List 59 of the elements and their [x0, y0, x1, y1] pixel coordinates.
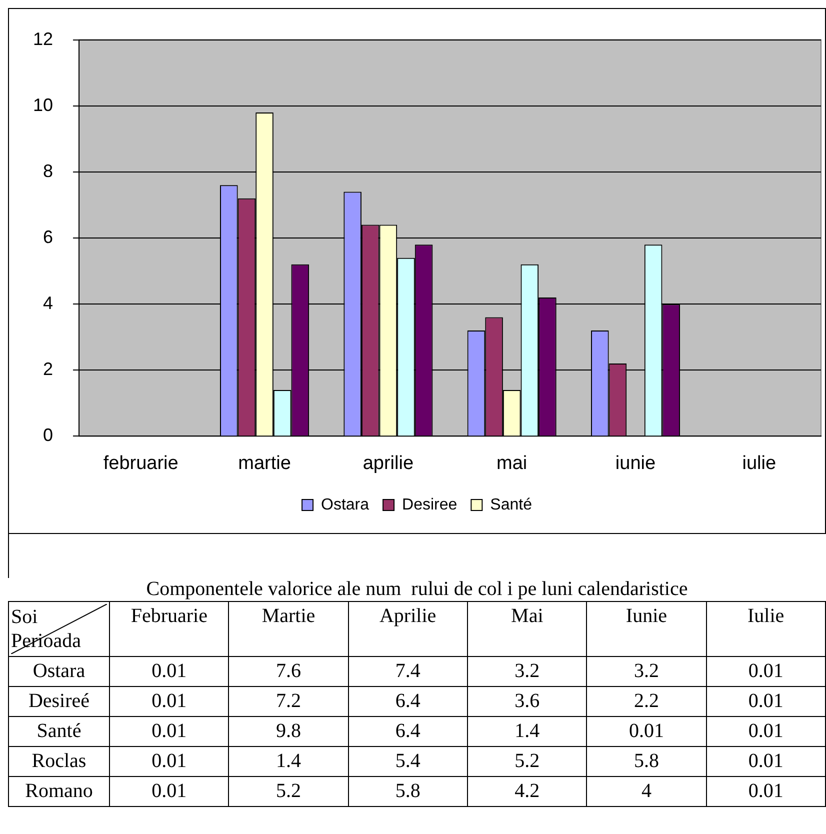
x-tick-label: iulie [742, 452, 776, 474]
data-label: 0.01 [706, 716, 826, 746]
data-label: 7.2 [228, 686, 348, 716]
legend-label: Santé [490, 496, 532, 514]
text: Martie [228, 602, 348, 656]
data-label: 7.4 [348, 656, 468, 686]
data-label: 1.4 [467, 716, 587, 746]
data-label: 1.4 [228, 746, 348, 776]
text: Mai [467, 602, 587, 656]
x-tick-label: aprilie [362, 452, 414, 474]
data-label: 4.2 [467, 776, 587, 806]
data-label: 5.8 [586, 746, 706, 776]
data-label: 3.6 [467, 686, 587, 716]
data-label: 5.2 [467, 746, 587, 776]
y-tick-label: 10 [32, 94, 54, 115]
data-label: 5.4 [348, 746, 468, 776]
text: Santé [8, 716, 110, 746]
data-label: 0.01 [110, 656, 229, 686]
text: Februarie [110, 602, 229, 656]
data-label: 2.2 [586, 686, 706, 716]
y-tick-label: 4 [43, 293, 54, 314]
data-label: 0.01 [586, 716, 706, 746]
y-tick-label: 8 [43, 160, 54, 181]
data-label: 0.01 [706, 656, 826, 686]
x-tick-label: iunie [615, 452, 656, 474]
data-label: 3.2 [467, 656, 587, 686]
data-label: 0.01 [110, 746, 229, 776]
text: Romano [8, 776, 110, 806]
x-tick-label: februarie [103, 452, 178, 474]
x-tick-label: mai [496, 452, 528, 474]
data-label: 0.01 [706, 776, 826, 806]
legend-label: Ostara [321, 496, 370, 514]
text: Aprilie [348, 602, 468, 656]
data-label: 7.6 [228, 656, 348, 686]
text: Soi [11, 605, 39, 629]
data-label: 3.2 [586, 656, 706, 686]
data-label: 0.01 [110, 686, 229, 716]
x-tick-label: martie [238, 452, 291, 474]
data-label: 6.4 [348, 686, 468, 716]
data-label: 0.01 [110, 716, 229, 746]
data-label: 9.8 [228, 716, 348, 746]
y-tick-label: 0 [43, 425, 54, 446]
data-label: 4 [586, 776, 706, 806]
text: Componentele valorice ale num rului de col i pe luni calendaristice [145, 578, 689, 601]
text: Ostara [8, 656, 110, 686]
data-label: 6.4 [348, 716, 468, 746]
data-label: 5.2 [228, 776, 348, 806]
data-label: 5.8 [348, 776, 468, 806]
y-tick-label: 6 [43, 226, 54, 247]
y-tick-label: 2 [43, 359, 54, 380]
text: Iunie [586, 602, 706, 656]
data-label: 0.01 [706, 686, 826, 716]
text: Desireé [8, 686, 110, 716]
y-tick-label: 12 [32, 28, 54, 49]
data-label: 0.01 [706, 746, 826, 776]
text: Iulie [706, 602, 826, 656]
legend-label: Desiree [402, 496, 458, 514]
text: Roclas [8, 746, 110, 776]
data-label: 0.01 [110, 776, 229, 806]
